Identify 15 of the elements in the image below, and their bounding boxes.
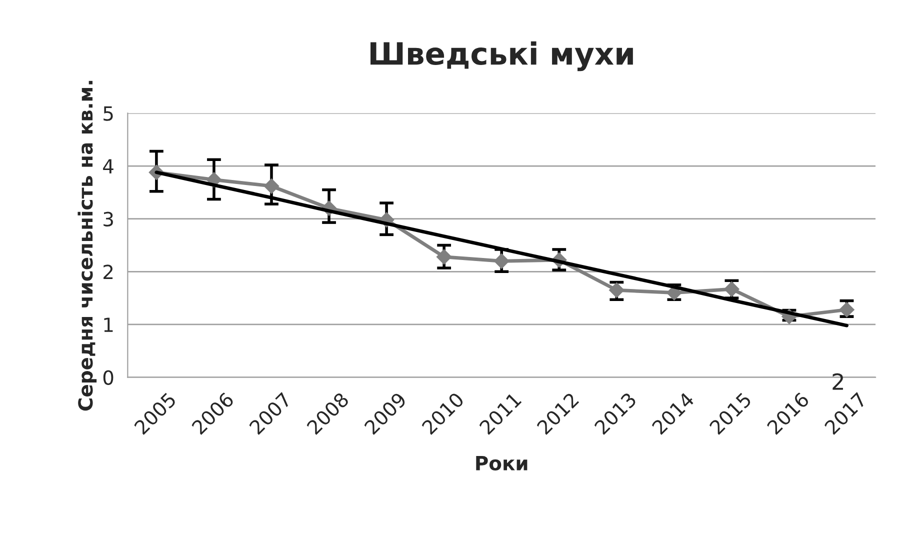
point — [494, 254, 510, 269]
point — [609, 282, 624, 298]
y-tick-label: 4 — [103, 159, 114, 174]
y-tick-label: 2 — [104, 264, 113, 280]
chart-title: Шведські мухи — [370, 41, 633, 72]
y-tick-label: 3 — [104, 212, 113, 226]
annotation: 2 — [832, 373, 843, 390]
point — [436, 249, 452, 264]
y-axis-title: Середня чисельність на кв.м. — [78, 80, 97, 411]
y-tick-label: 0 — [103, 370, 114, 385]
x-axis-title: Роки — [476, 456, 528, 471]
point — [839, 302, 854, 318]
y-tick-label: 5 — [104, 106, 113, 121]
point — [264, 178, 280, 194]
y-tick-label: 1 — [104, 318, 113, 332]
